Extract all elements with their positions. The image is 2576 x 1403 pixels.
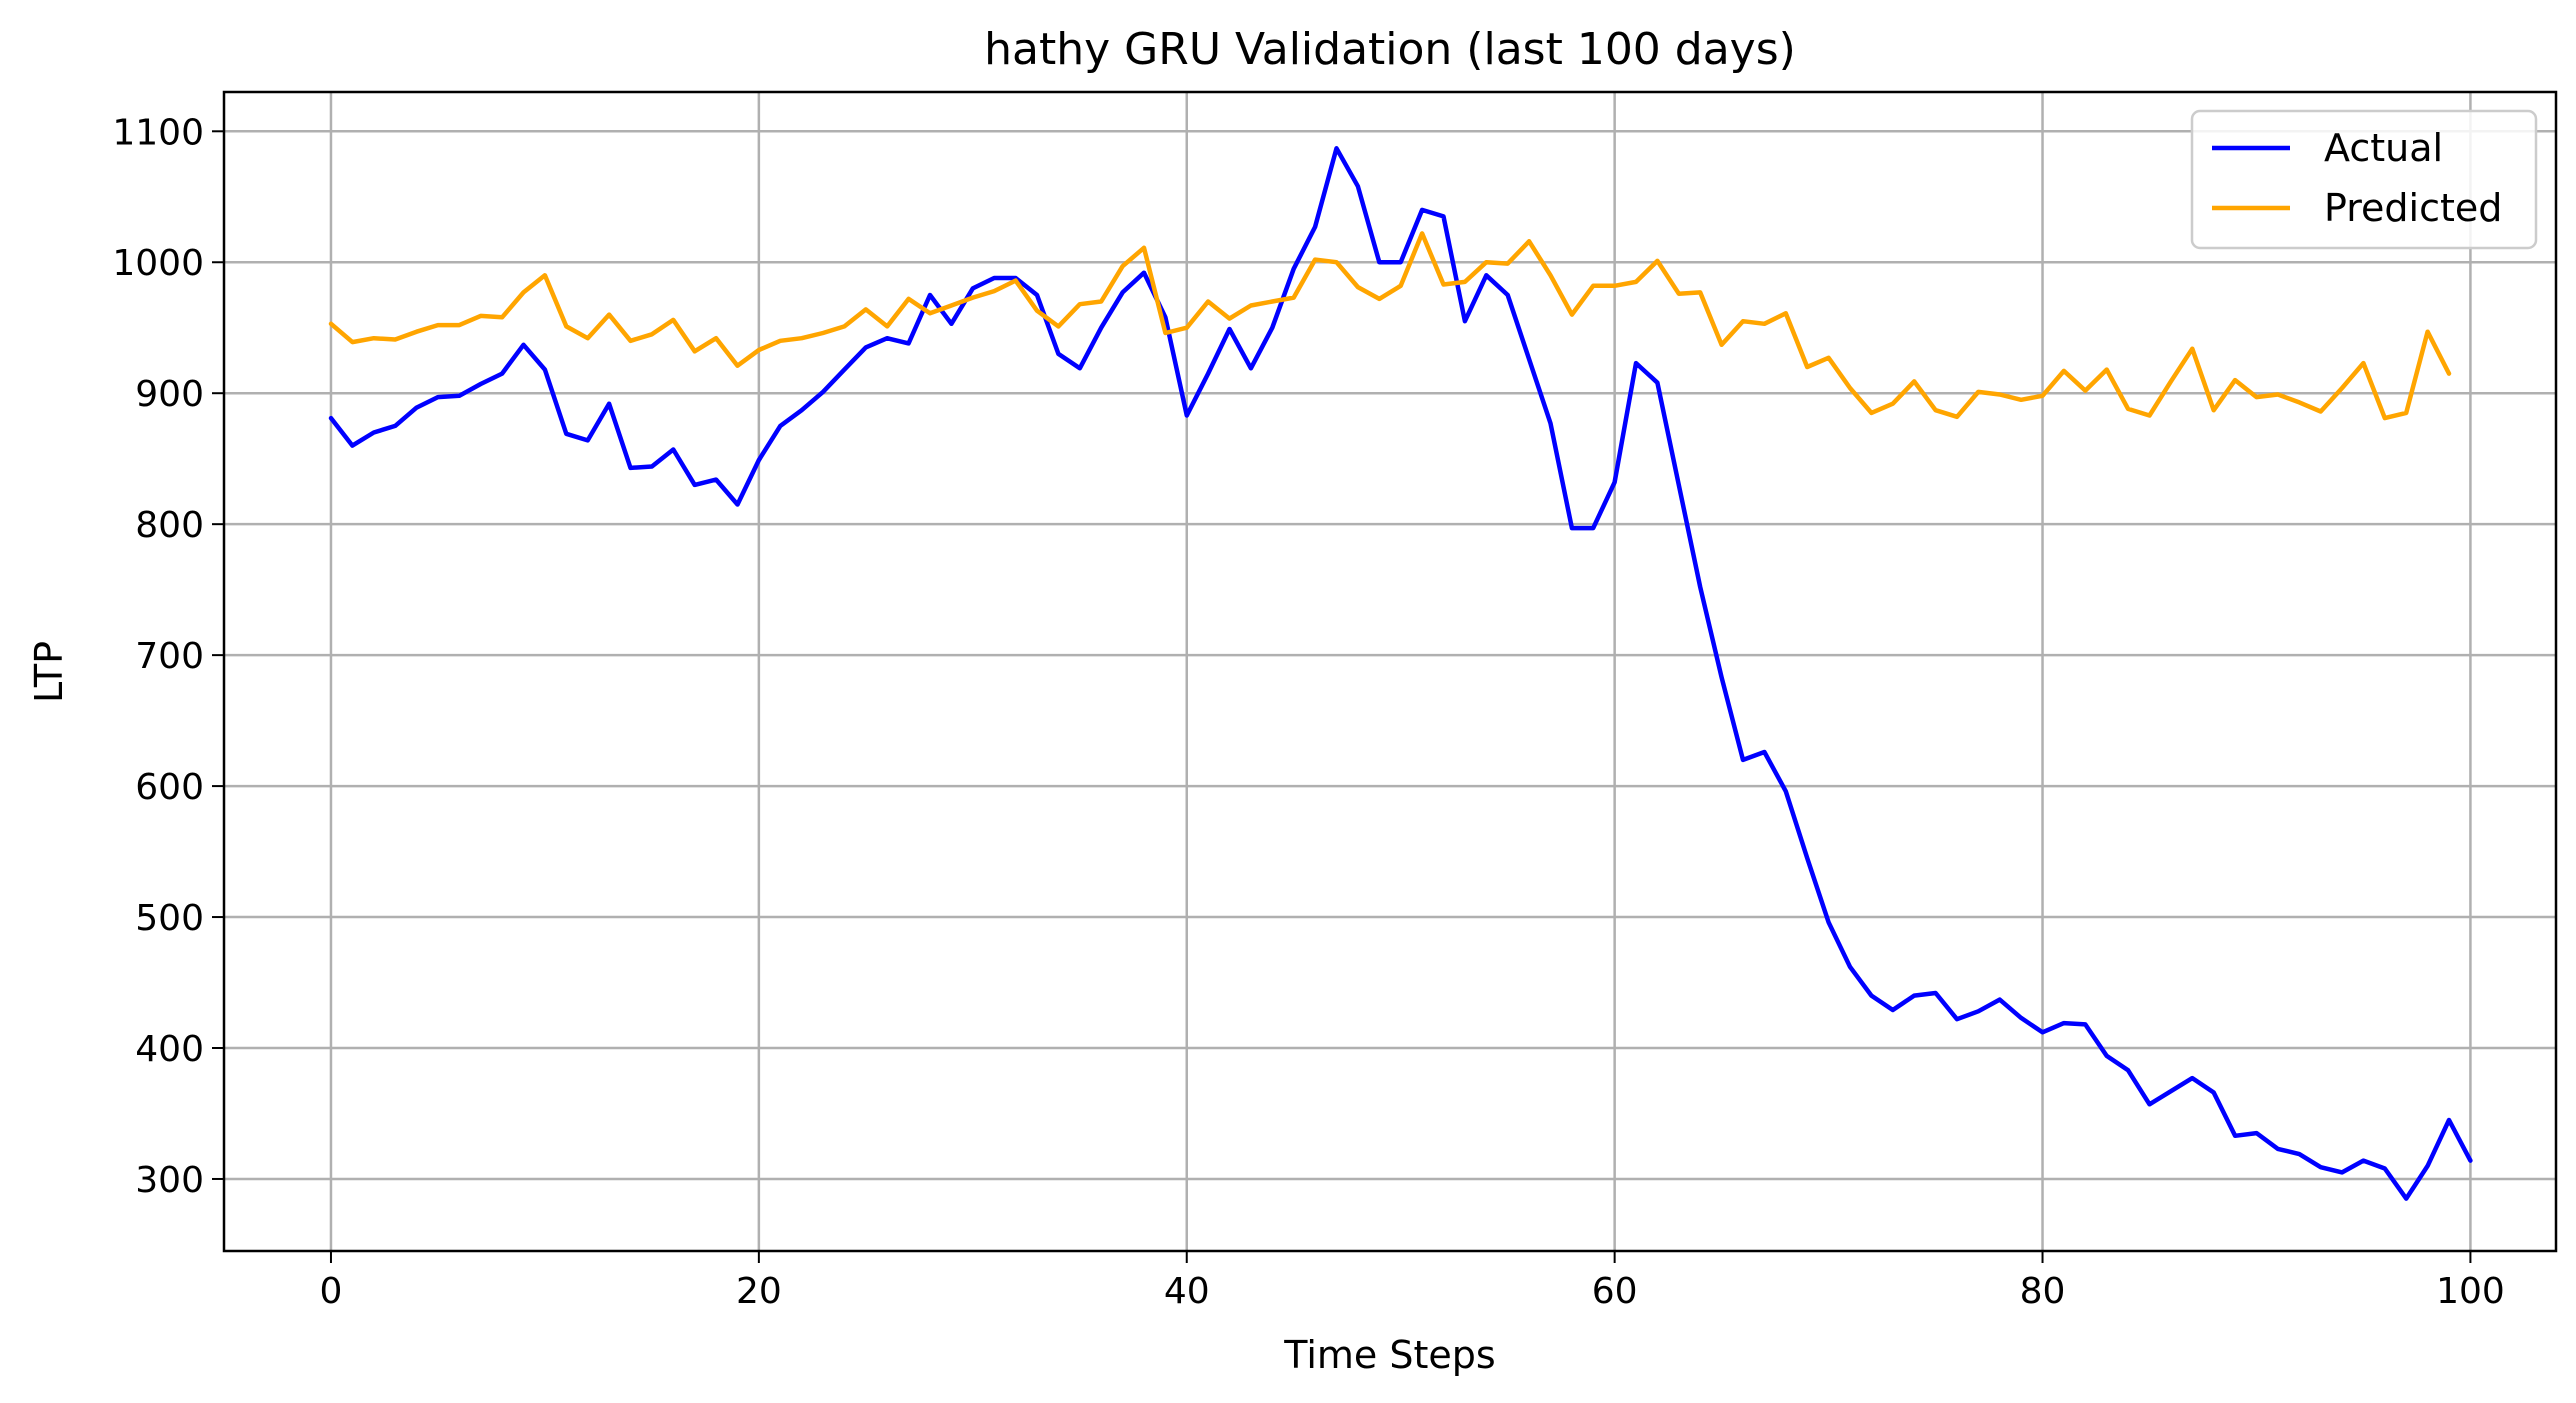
legend-label-actual: Actual (2324, 126, 2443, 170)
x-tick-label: 40 (1164, 1271, 1210, 1312)
y-tick-label: 800 (135, 505, 204, 546)
y-tick-label: 1000 (112, 243, 204, 284)
legend-label-predicted: Predicted (2324, 186, 2502, 230)
x-tick-label: 60 (1592, 1271, 1638, 1312)
axis-ticks: 0 20 40 60 80 100 300 400 500 600 700 800 900 1000 110… (112, 112, 2504, 1312)
series-line-actual (328, 146, 2473, 1201)
x-tick-label: 100 (2436, 1271, 2505, 1312)
y-tick-label: 900 (135, 374, 204, 415)
x-tick-label: 20 (736, 1271, 782, 1312)
x-axis-label: Time Steps (1283, 1333, 1495, 1377)
y-tick-label: 1100 (112, 112, 204, 153)
x-tick-label: 80 (2020, 1271, 2066, 1312)
x-tick-label: 0 (320, 1271, 343, 1312)
y-tick-label: 700 (135, 636, 204, 677)
y-tick-label: 500 (135, 898, 204, 939)
chart-title: hathy GRU Validation (last 100 days) (984, 24, 1796, 75)
y-axis-label: LTP (27, 641, 71, 703)
legend: Actual Predicted (2190, 109, 2538, 250)
plot-frame (222, 90, 2558, 1253)
series-lines (328, 146, 2473, 1201)
y-tick-label: 300 (135, 1160, 204, 1201)
legend-box (2190, 109, 2538, 250)
series-line-predicted (328, 231, 2452, 421)
y-tick-label: 400 (135, 1029, 204, 1070)
y-tick-label: 600 (135, 767, 204, 808)
